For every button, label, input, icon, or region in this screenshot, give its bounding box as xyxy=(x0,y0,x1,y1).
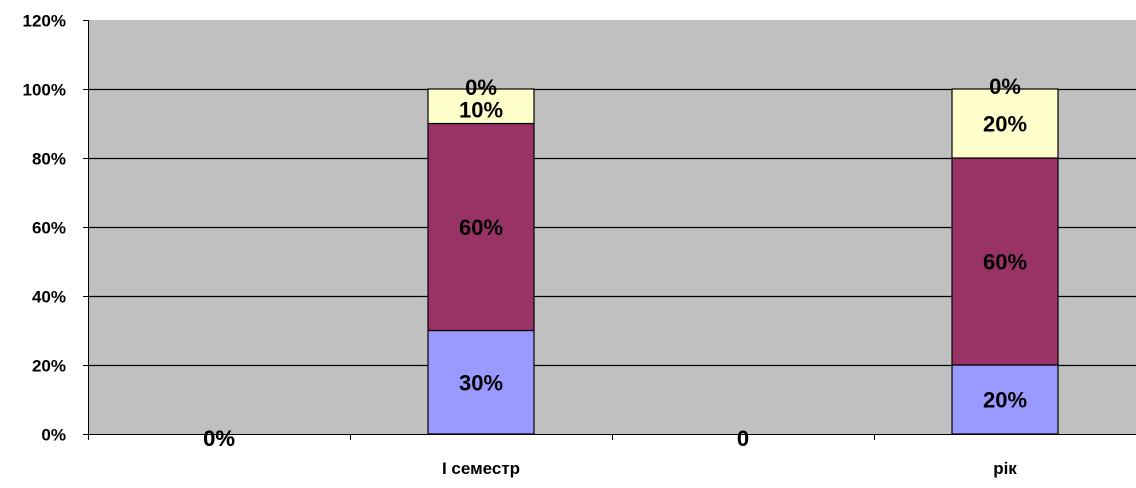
data-label: 0% xyxy=(203,426,235,451)
x-category-label: І семестр xyxy=(442,459,520,478)
bar-segment xyxy=(951,88,1059,159)
y-tick-label: 20% xyxy=(32,357,66,376)
bar-segment xyxy=(427,329,535,435)
data-label: 0% xyxy=(465,75,497,100)
data-label: 10% xyxy=(459,97,503,122)
bar-segment xyxy=(427,122,535,332)
y-tick-label: 120% xyxy=(23,12,66,31)
y-tick-label: 60% xyxy=(32,219,66,238)
x-category-label: рік xyxy=(993,459,1017,478)
y-tick-label: 80% xyxy=(32,150,66,169)
data-label: 60% xyxy=(459,215,503,240)
data-label: 20% xyxy=(983,112,1027,137)
y-tick-label: 0% xyxy=(41,426,66,445)
data-label: 20% xyxy=(983,388,1027,413)
data-label: 0% xyxy=(989,74,1021,99)
y-tick-label: 100% xyxy=(23,81,66,100)
y-tick-label: 40% xyxy=(32,288,66,307)
data-label: 60% xyxy=(983,250,1027,275)
bar-segment xyxy=(427,88,535,125)
data-label: 30% xyxy=(459,370,503,395)
data-label: 0% xyxy=(203,426,235,451)
data-label: 0 xyxy=(737,426,749,451)
bar-segment xyxy=(951,157,1059,366)
